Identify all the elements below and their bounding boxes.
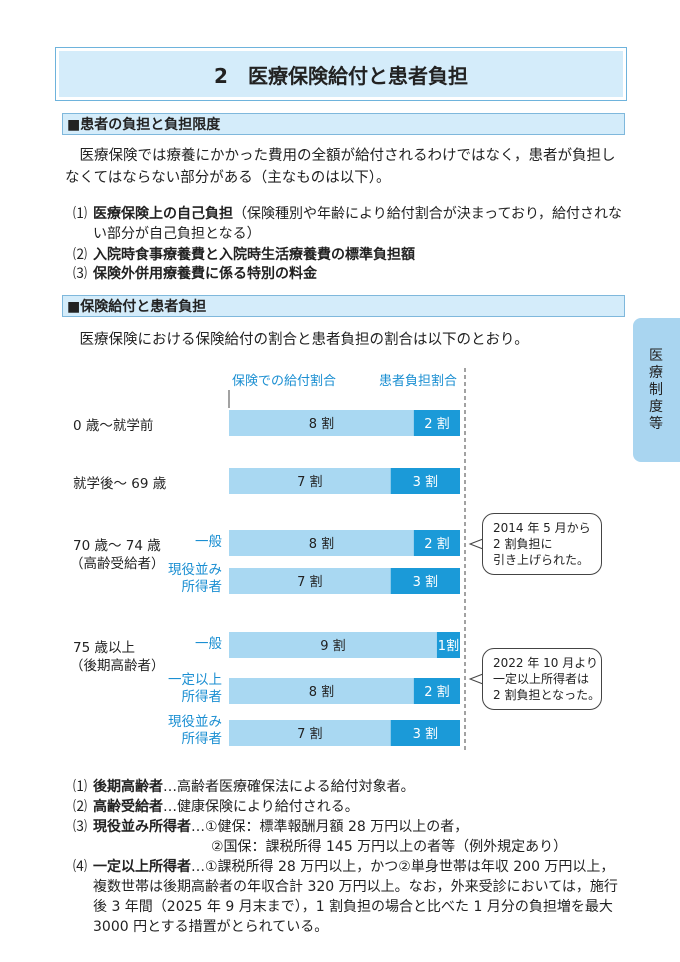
category-label: 一定以上所得者 bbox=[168, 672, 222, 705]
bar-segment bbox=[413, 678, 460, 704]
series-header: 保険での給付割合 bbox=[232, 374, 337, 389]
footnote: ⑷ 一定以上所得者…①課税所得 28 万円以上，かつ②単身世帯は年収 200 万円… bbox=[73, 857, 623, 937]
footnote-marker: ⑵ bbox=[73, 799, 87, 815]
title-box: 2 医療保険給付と患者負担 bbox=[55, 47, 627, 101]
value-label: 2 割 bbox=[424, 536, 449, 552]
footnote: ⑴ 後期高齢者…高齢者医療確保法による給付対象者。 bbox=[73, 777, 623, 797]
bar-segment bbox=[229, 568, 391, 594]
footnote: ⑶ 現役並み所得者…①健保：標準報酬月額 28 万円以上の者， ②国保：課税所得 1… bbox=[73, 817, 623, 857]
value-label: 8 割 bbox=[309, 684, 334, 700]
value-label: 2 割 bbox=[424, 684, 449, 700]
footnote-marker: ⑷ bbox=[73, 859, 87, 875]
footnote-term: 一定以上所得者 bbox=[93, 859, 191, 875]
footnote-term: 後期高齢者 bbox=[93, 779, 163, 795]
page-title: 2 医療保険給付と患者負担 bbox=[214, 63, 468, 88]
group-label: 75 歳以上 bbox=[73, 640, 135, 656]
series-header: 患者負担割合 bbox=[379, 374, 458, 389]
bar-segment bbox=[390, 468, 460, 494]
value-label: 7 割 bbox=[297, 574, 322, 590]
bar-segment bbox=[229, 632, 437, 658]
category-label: 一般 bbox=[195, 636, 222, 652]
bar-segment bbox=[413, 410, 460, 436]
bar-segment bbox=[390, 720, 460, 746]
annotation-line: 一定以上所得者は bbox=[493, 672, 590, 686]
group-note: （高齢受給者） bbox=[70, 556, 165, 572]
footnote-term: 現役並み所得者 bbox=[93, 819, 191, 835]
item-text: （保険種別や年齢により給付割合が決まっており，給付されない部分が自己負担となる） bbox=[93, 206, 623, 242]
bar-segment bbox=[229, 530, 414, 556]
section-heading: ■保険給付と患者負担 bbox=[62, 295, 625, 317]
bar-segment bbox=[436, 632, 460, 658]
group-label: 70 歳〜 74 歳 bbox=[73, 538, 161, 554]
item-term: 入院時食事療養費と入院時生活療養費の標準負担額 bbox=[93, 247, 415, 263]
item-marker: ⑶ bbox=[73, 266, 87, 282]
value-label: 7 割 bbox=[297, 726, 322, 742]
group-note: （後期高齢者） bbox=[70, 658, 165, 674]
annotation-line: 2014 年 5 月から bbox=[493, 521, 591, 535]
category-label: 現役並み所得者 bbox=[168, 562, 222, 595]
footnote-text: …健康保険により給付される。 bbox=[163, 799, 359, 815]
annotation: 2022 年 10 月より 一定以上所得者は 2 割負担となった。 bbox=[482, 648, 602, 710]
footnote: ⑵ 高齢受給者…健康保険により給付される。 bbox=[73, 797, 623, 817]
footnote-marker: ⑶ bbox=[73, 819, 87, 835]
footnote-text: ②国保：課税所得 145 万円以上の者等（例外規定あり） bbox=[211, 839, 568, 855]
footnote-text: …①課税所得 28 万円以上，かつ②単身世帯は年収 200 万円以上，複数世帯は… bbox=[93, 859, 618, 935]
list-item: ⑴ 医療保険上の自己負担（保険種別や年齢により給付割合が決まっており，給付されない… bbox=[73, 204, 628, 244]
item-marker: ⑴ bbox=[73, 206, 87, 222]
paragraph: 医療保険における保険給付の割合と患者負担の割合は以下のとおり。 bbox=[79, 332, 529, 348]
category-label: 現役並み所得者 bbox=[168, 714, 222, 747]
item-marker: ⑵ bbox=[73, 247, 87, 263]
bar-segment bbox=[229, 468, 391, 494]
bar-segment bbox=[229, 410, 414, 436]
value-label: 3 割 bbox=[413, 574, 438, 590]
value-label: 8 割 bbox=[309, 416, 334, 432]
annotation-pointer bbox=[468, 538, 484, 550]
group-label: 就学後〜 69 歳 bbox=[73, 476, 167, 492]
footnote-term: 高齢受給者 bbox=[93, 799, 163, 815]
paragraph: 医療保険では療養にかかった費用の全額が給付されるわけではなく，患者が負担しなくて… bbox=[65, 148, 616, 186]
value-label: 1割 bbox=[438, 638, 459, 654]
bar-segment bbox=[390, 568, 460, 594]
side-tab: 医療制度等 bbox=[633, 318, 680, 462]
list-item: ⑵ 入院時食事療養費と入院時生活療養費の標準負担額 bbox=[73, 245, 628, 265]
annotation-line: 引き上げられた。 bbox=[493, 553, 590, 567]
value-label: 3 割 bbox=[413, 726, 438, 742]
footnote-text: …①健保：標準報酬月額 28 万円以上の者， bbox=[191, 819, 469, 835]
value-label: 8 割 bbox=[309, 536, 334, 552]
side-tab-label: 医療制度等 bbox=[649, 348, 663, 432]
group-label: 0 歳〜就学前 bbox=[73, 418, 154, 434]
value-label: 9 割 bbox=[320, 638, 345, 654]
annotation-line: 2 割負担となった。 bbox=[493, 688, 601, 702]
value-label: 3 割 bbox=[413, 474, 438, 490]
category-label: 一般 bbox=[195, 534, 222, 550]
annotation-pointer bbox=[468, 673, 484, 685]
annotation-line: 2022 年 10 月より bbox=[493, 656, 599, 670]
section-heading: ■患者の負担と負担限度 bbox=[62, 113, 625, 135]
bar-segment bbox=[229, 720, 391, 746]
annotation: 2014 年 5 月から 2 割負担に引き上げられた。 bbox=[482, 513, 602, 575]
value-label: 7 割 bbox=[297, 474, 322, 490]
annotation-line: 2 割負担に bbox=[493, 537, 553, 551]
list-item: ⑶ 保険外併用療養費に係る特別の料金 bbox=[73, 264, 628, 284]
footnote-text: …高齢者医療確保法による給付対象者。 bbox=[163, 779, 415, 795]
item-term: 保険外併用療養費に係る特別の料金 bbox=[93, 266, 317, 282]
item-term: 医療保険上の自己負担 bbox=[93, 206, 233, 222]
footnote-marker: ⑴ bbox=[73, 779, 87, 795]
bar-segment bbox=[229, 678, 414, 704]
bar-segment bbox=[413, 530, 460, 556]
value-label: 2 割 bbox=[424, 416, 449, 432]
